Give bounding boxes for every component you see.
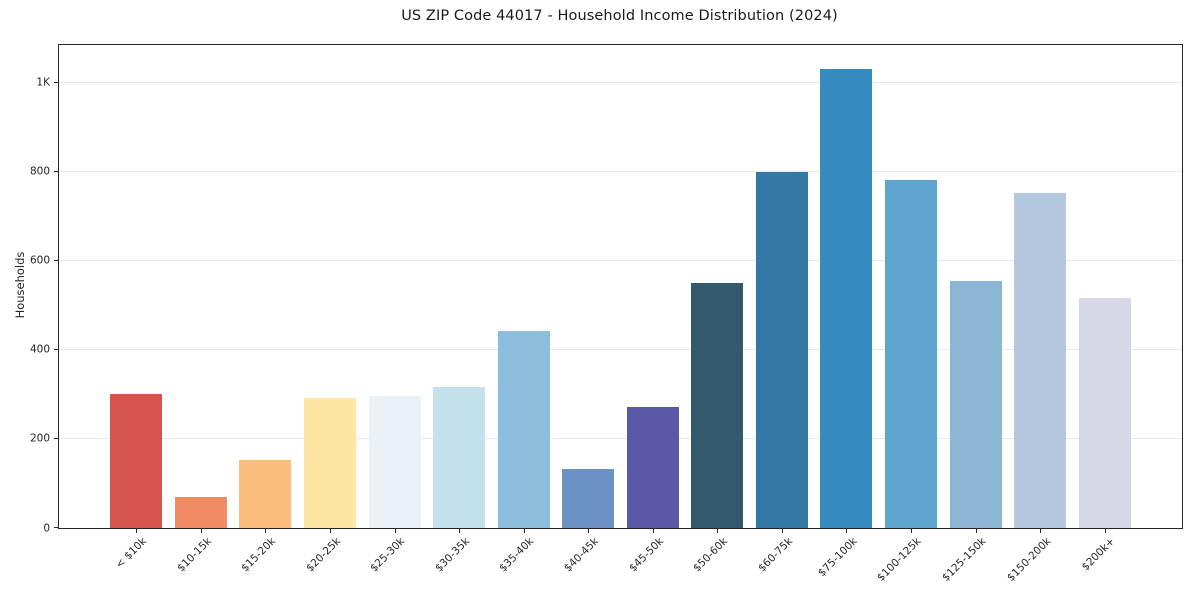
x-tick-mark	[1040, 528, 1042, 533]
gridline	[59, 437, 1182, 439]
y-tick-mark	[54, 170, 58, 172]
gridline	[59, 170, 1182, 172]
x-tick-label: $125-150k	[939, 535, 989, 584]
bar-slot: $10-15k	[169, 45, 234, 574]
x-tick-mark	[523, 528, 525, 533]
x-tick-mark	[394, 528, 396, 533]
bar	[497, 330, 550, 528]
bar	[433, 386, 486, 528]
x-tick-label: $75-100k	[815, 535, 860, 580]
bar-slot: $60-75k	[750, 45, 815, 574]
x-tick-mark	[911, 528, 913, 533]
bar-slot: $150-200k	[1004, 45, 1073, 584]
x-tick-mark	[717, 528, 719, 533]
x-tick-label: $30-35k	[432, 535, 472, 575]
x-tick-mark	[459, 528, 461, 533]
x-tick-label: $10-15k	[174, 535, 214, 575]
bar	[626, 406, 679, 528]
bar	[885, 179, 938, 528]
x-tick-mark	[200, 528, 202, 533]
y-tick-mark	[54, 81, 58, 83]
x-tick-mark	[136, 528, 138, 533]
x-tick-label: $35-40k	[497, 535, 537, 575]
bar-slot: $20-25k	[298, 45, 363, 574]
x-tick-label: $40-45k	[561, 535, 601, 575]
x-tick-mark	[652, 528, 654, 533]
bar-slot: $50-60k	[685, 45, 750, 574]
x-tick-label: $45-50k	[626, 535, 666, 575]
x-tick-mark	[329, 528, 331, 533]
y-tick-mark	[54, 527, 58, 528]
bar-slot: $15-20k	[233, 45, 298, 574]
bar	[691, 282, 744, 528]
bar-slot: $40-45k	[556, 45, 621, 574]
x-tick-mark	[265, 528, 267, 533]
bar-slot: $45-50k	[621, 45, 686, 574]
bar-slot: $25-30k	[362, 45, 427, 574]
y-tick-label: 200	[29, 432, 50, 445]
x-tick-label: $25-30k	[368, 535, 408, 575]
y-tick-mark	[54, 259, 58, 261]
bar-slot: $75-100k	[814, 45, 879, 579]
bar	[303, 398, 356, 528]
chart-title: US ZIP Code 44017 - Household Income Dis…	[401, 8, 838, 24]
bar	[820, 69, 873, 528]
gridline	[59, 259, 1182, 261]
y-tick-mark	[54, 348, 58, 350]
x-tick-label: $15-20k	[239, 535, 279, 575]
x-tick-mark	[846, 528, 848, 533]
bar-slot: $125-150k	[940, 45, 1008, 584]
bar	[239, 459, 292, 528]
x-tick-label: $60-75k	[755, 535, 795, 575]
gridline	[59, 81, 1182, 83]
x-tick-label: $20-25k	[303, 535, 343, 575]
bars-row: < $10k $10-15k $15-20k $20-25k $25-30k $30-35…	[59, 45, 1182, 584]
y-tick-mark	[54, 437, 58, 439]
bar	[368, 395, 421, 528]
x-tick-mark	[781, 528, 783, 533]
bar	[174, 496, 227, 528]
bar	[562, 468, 615, 528]
x-tick-label: $150-200k	[1004, 535, 1053, 584]
x-tick-mark	[588, 528, 590, 533]
bar	[1078, 298, 1131, 528]
x-tick-mark	[975, 528, 977, 533]
gridline	[59, 348, 1182, 350]
plot-area: 0 200 400 600 800 1K < $10k $10-15k $15-20k $20-…	[30, 44, 1183, 584]
x-tick-mark	[1104, 528, 1106, 533]
x-tick-label: $50-60k	[691, 535, 731, 575]
bar-slot: < $10k	[104, 45, 169, 571]
bar-slot: $35-40k	[491, 45, 556, 574]
y-tick-label: 1K	[36, 76, 50, 89]
bar	[110, 394, 163, 528]
y-tick-label: 400	[29, 343, 50, 356]
bar-slot: $200k+	[1072, 45, 1137, 573]
bar-slot: $30-35k	[427, 45, 492, 574]
bar	[1014, 192, 1067, 528]
x-tick-label: $100-125k	[875, 535, 924, 584]
x-tick-label: $200k+	[1079, 535, 1118, 574]
y-tick-label: 600	[29, 254, 50, 267]
x-tick-label: < $10k	[113, 535, 150, 571]
bar-slot: $100-125k	[875, 45, 944, 584]
bar	[949, 280, 1002, 528]
y-axis-label: Households	[13, 251, 27, 319]
bar	[755, 171, 808, 528]
y-tick-label: 0	[43, 521, 50, 534]
y-tick-label: 800	[29, 165, 50, 178]
